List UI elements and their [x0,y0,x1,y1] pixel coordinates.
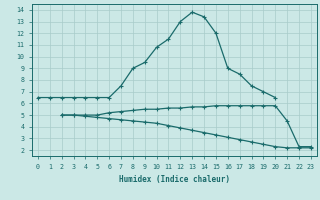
X-axis label: Humidex (Indice chaleur): Humidex (Indice chaleur) [119,175,230,184]
